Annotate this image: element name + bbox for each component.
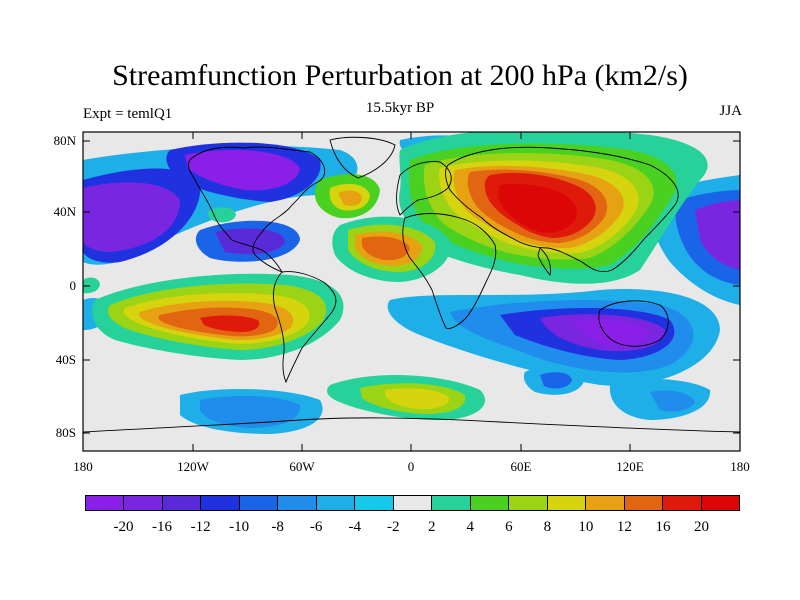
colorbar-label: 6 <box>505 519 513 535</box>
axis-ticks <box>82 132 741 451</box>
coastlines <box>83 136 740 433</box>
lon-label-120e: 120E <box>616 459 644 474</box>
colorbar-swatch <box>316 496 356 510</box>
coastline-europe <box>396 161 452 216</box>
contour-field <box>83 132 740 434</box>
negative-anomalies <box>83 135 740 434</box>
season-label: JJA <box>719 103 742 119</box>
colorbar-swatch <box>624 496 664 510</box>
lon-label-0: 0 <box>407 459 415 474</box>
colorbar-swatch <box>470 496 510 510</box>
colorbar-label: 20 <box>693 519 709 535</box>
lon-label-60w: 60W <box>289 459 315 474</box>
colorbar-swatch <box>663 496 702 510</box>
lon-label-60e: 60E <box>510 459 532 474</box>
colorbar-swatch <box>124 496 163 510</box>
coastline-asia <box>445 146 679 273</box>
colorbar-swatch <box>586 496 625 510</box>
colorbar-label: -2 <box>386 519 400 535</box>
lat-label-40n: 40N <box>53 204 76 219</box>
figure-subtitle: 15.5kyr BP <box>365 100 435 116</box>
colorbar-label: -8 <box>271 519 284 535</box>
coastline-africa <box>402 213 497 329</box>
experiment-label: Expt = temlQ1 <box>83 106 173 122</box>
colorbar-swatch <box>547 496 587 510</box>
colorbar <box>85 495 740 511</box>
colorbar-swatch <box>355 496 394 510</box>
colorbar-swatch <box>393 496 433 510</box>
colorbar-label: -12 <box>190 519 211 535</box>
lat-label-40s: 40S <box>55 352 76 367</box>
lon-label-120w: 120W <box>177 459 209 474</box>
colorbar-label: -6 <box>309 519 323 535</box>
lat-label-0: 0 <box>69 278 77 293</box>
coastline-greenland <box>329 136 396 179</box>
coastline-south-america <box>273 271 337 384</box>
colorbar-label: -16 <box>152 519 173 535</box>
colorbar-swatch <box>201 496 240 510</box>
colorbar-label: 2 <box>428 519 436 535</box>
lon-label-180e: 180 <box>730 459 750 474</box>
colorbar-label: -10 <box>229 519 250 535</box>
lon-label-180w: 180 <box>73 459 93 474</box>
lat-label-80s: 80S <box>55 425 76 440</box>
colorbar-label: 10 <box>578 519 594 535</box>
colorbar-swatch <box>701 496 739 510</box>
colorbar-label: 16 <box>655 519 671 535</box>
colorbar-swatch <box>278 496 317 510</box>
colorbar-swatch <box>432 496 471 510</box>
colorbar-label: 8 <box>543 519 552 535</box>
lat-label-80n: 80N <box>53 133 76 148</box>
coastline-north-america <box>187 146 326 273</box>
colorbar-swatch <box>86 496 125 510</box>
coastline-australia <box>598 300 669 347</box>
coastline-india <box>537 247 551 277</box>
positive-anomalies <box>83 132 708 420</box>
coastline-antarctica <box>83 417 740 433</box>
colorbar-swatch <box>509 496 548 510</box>
colorbar-label: -4 <box>348 519 361 535</box>
colorbar-swatch <box>162 496 202 510</box>
colorbar-label: 4 <box>466 519 475 535</box>
colorbar-label: 12 <box>616 519 632 535</box>
figure-title: Streamfunction Perturbation at 200 hPa (… <box>112 59 688 92</box>
colorbar-label: -20 <box>113 519 134 535</box>
colorbar-swatch <box>239 496 279 510</box>
